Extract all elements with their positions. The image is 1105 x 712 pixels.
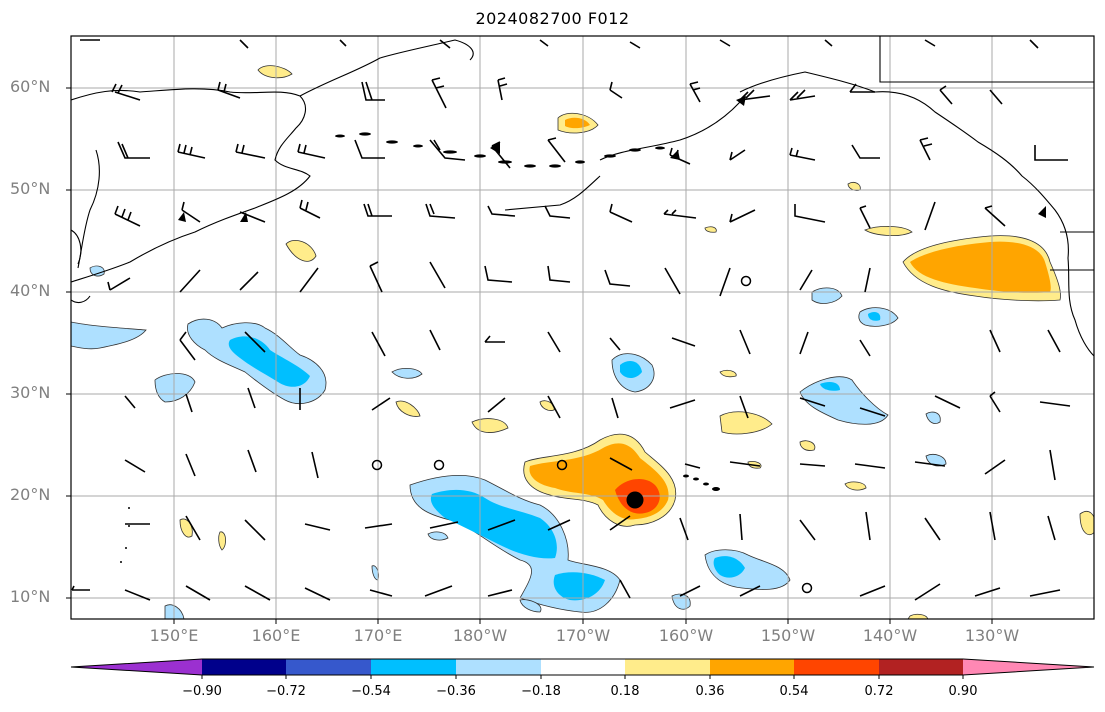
lon-label: 150°E xyxy=(149,626,199,645)
lat-label: 20°N xyxy=(10,485,51,504)
lon-label: 180°W xyxy=(452,626,508,645)
plot-title: 2024082700 F012 xyxy=(475,9,630,28)
wind-barbs xyxy=(71,39,1071,601)
lon-label: 130°W xyxy=(964,626,1020,645)
colorbar-tick-label: −0.54 xyxy=(351,684,391,699)
lon-label: 150°W xyxy=(760,626,816,645)
colorbar-segment xyxy=(794,659,879,675)
colorbar-tick-label: 0.36 xyxy=(695,684,725,699)
lat-label: 30°N xyxy=(10,383,51,402)
lon-label: 160°W xyxy=(658,626,714,645)
colorbar-segment xyxy=(541,659,625,675)
lat-label: 40°N xyxy=(10,281,51,300)
colorbar-tick-label: −0.18 xyxy=(521,684,561,699)
colorbar-segment xyxy=(371,659,456,675)
lon-label: 170°E xyxy=(353,626,403,645)
lat-label: 50°N xyxy=(10,179,51,198)
colorbar-segment-under xyxy=(71,659,202,675)
contour-negative-central-core xyxy=(430,489,557,559)
gridlines xyxy=(71,36,1094,619)
lat-label: 10°N xyxy=(10,587,51,606)
colorbar-segment xyxy=(625,659,710,675)
storm-center-marker xyxy=(626,491,644,509)
colorbar-segment xyxy=(879,659,963,675)
contour-positive-ne-core xyxy=(910,241,1051,293)
colorbar-tick-label: −0.36 xyxy=(436,684,476,699)
wind-pennants xyxy=(178,96,1046,222)
colorbar-segment xyxy=(710,659,794,675)
colorbar-segment xyxy=(456,659,541,675)
colorbar-tick-label: −0.72 xyxy=(266,684,306,699)
colorbar-tick-label: 0.18 xyxy=(610,684,640,699)
island-chain xyxy=(120,132,720,563)
lon-label: 160°E xyxy=(251,626,301,645)
lat-label: 60°N xyxy=(10,77,51,96)
colorbar-tick-label: 0.72 xyxy=(864,684,894,699)
colorbar-tick-label: 0.54 xyxy=(779,684,809,699)
lon-label: 170°W xyxy=(555,626,611,645)
colorbar-tick-label: −0.90 xyxy=(182,684,222,699)
colorbar-tick-label: 0.90 xyxy=(948,684,978,699)
colorbar-segment xyxy=(286,659,371,675)
lon-label: 140°W xyxy=(862,626,918,645)
calm-wind-circles xyxy=(371,275,813,594)
colorbar xyxy=(70,658,1095,679)
axis-ticks xyxy=(66,87,993,624)
colorbar-segment-over xyxy=(963,659,1094,675)
colorbar-segment xyxy=(202,659,286,675)
coastlines xyxy=(71,36,1094,357)
